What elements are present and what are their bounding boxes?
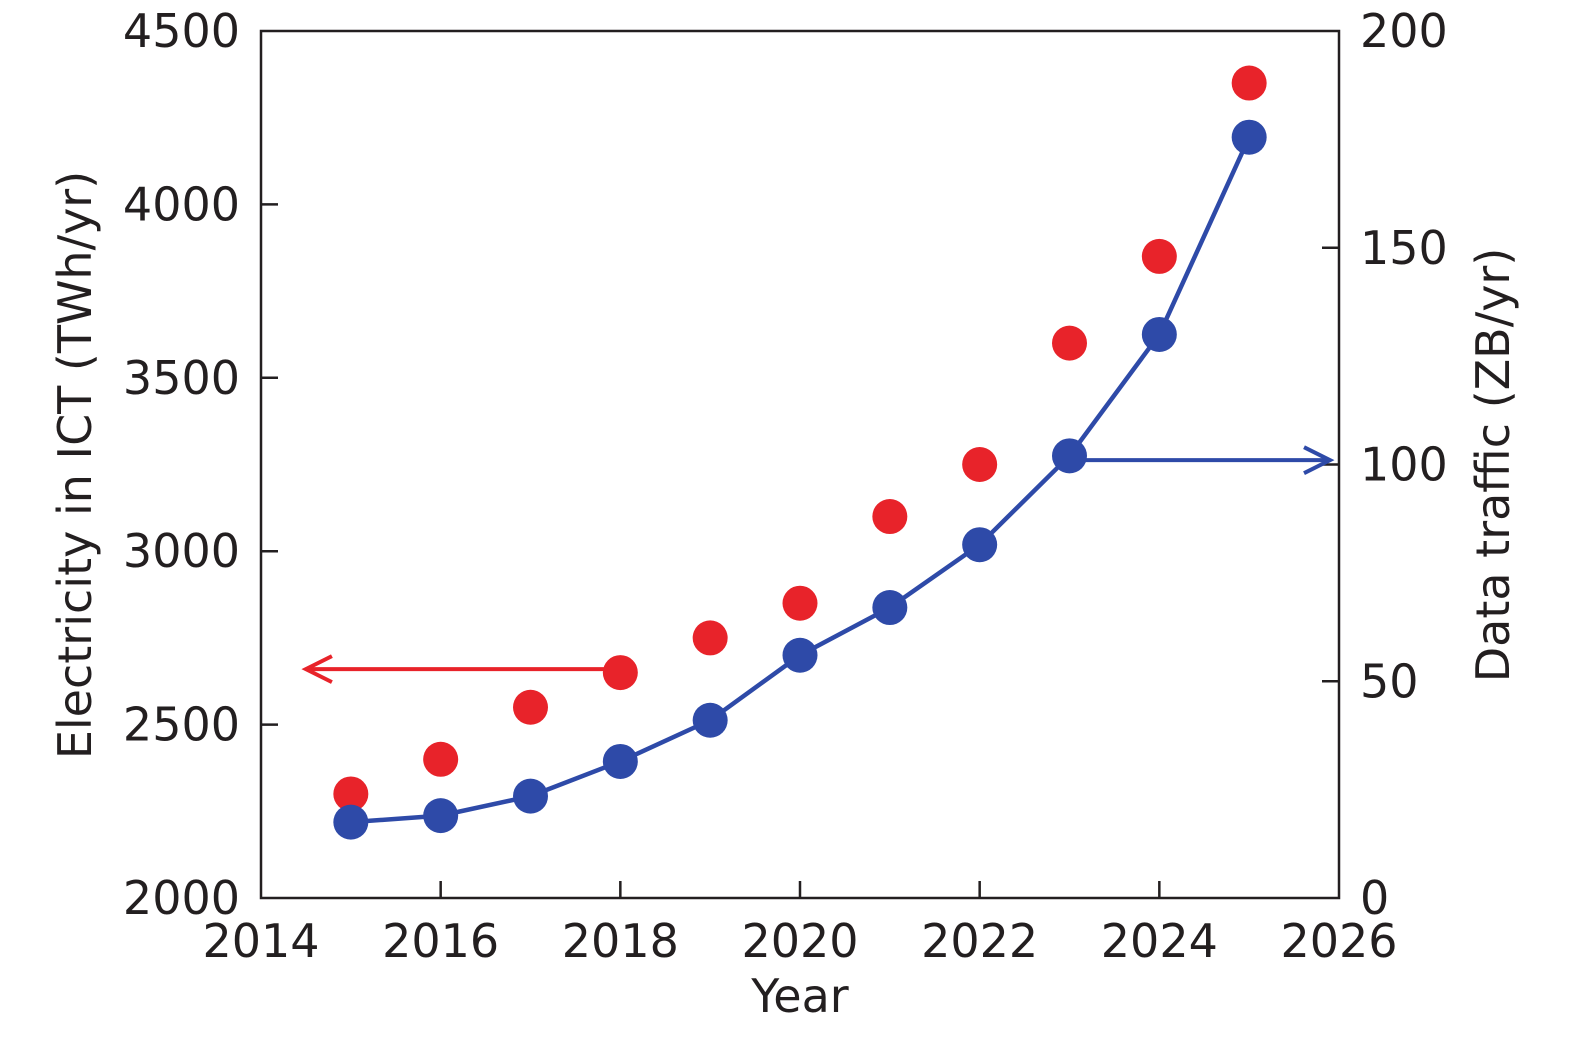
series-1-point xyxy=(1052,438,1087,474)
x-tick-label: 2022 xyxy=(921,914,1038,968)
series-1-point xyxy=(602,743,638,779)
x-tick-label: 2016 xyxy=(382,914,499,968)
y-right-tick-label: 150 xyxy=(1360,221,1448,275)
y-right-tick-label: 0 xyxy=(1360,871,1389,925)
y-left-tick-label: 4000 xyxy=(123,177,240,231)
series-0-point xyxy=(872,499,908,535)
series-0-point xyxy=(333,776,369,812)
series-0-point xyxy=(423,741,459,777)
series-1-point xyxy=(1141,316,1177,352)
y-left-tick-label: 3500 xyxy=(123,351,240,405)
series-1-point xyxy=(423,798,459,834)
plot-frame xyxy=(259,29,1341,900)
series-0-point xyxy=(692,620,728,656)
x-axis-title: Year xyxy=(750,969,848,1023)
series-0-point xyxy=(782,585,818,621)
y-right-tick-label: 200 xyxy=(1360,4,1448,58)
y-left-tick-label: 4500 xyxy=(123,4,240,58)
series-1-line xyxy=(350,136,1252,825)
y-axis-right-title: Data traffic (ZB/yr) xyxy=(1466,248,1520,683)
series-1-point xyxy=(333,804,369,840)
arrow-left-head xyxy=(301,654,333,684)
x-tick-label: 2018 xyxy=(562,914,679,968)
series-1-point xyxy=(872,590,908,626)
series-0-point xyxy=(1231,65,1267,101)
y-right-tick-label: 100 xyxy=(1360,438,1448,492)
arrow-right-head xyxy=(1303,445,1335,475)
x-tick-label: 2024 xyxy=(1101,914,1218,968)
series-0-point xyxy=(1141,238,1177,274)
y-right-tick-label: 50 xyxy=(1360,654,1419,708)
series-1-point xyxy=(962,527,998,563)
y-left-tick-label: 2000 xyxy=(123,871,240,925)
y-left-tick-label: 3000 xyxy=(123,524,240,578)
series-0-point xyxy=(962,447,998,482)
series-1-point xyxy=(692,702,728,738)
x-tick-label: 2014 xyxy=(202,914,319,968)
y-axis-left-title: Electricity in ICT (TWh/yr) xyxy=(48,171,102,759)
series-1-point xyxy=(1231,119,1267,155)
series-0-point xyxy=(1052,325,1087,361)
series-0-point xyxy=(602,655,638,691)
series-1-point xyxy=(782,637,818,673)
y-left-tick-label: 2500 xyxy=(123,698,240,752)
x-tick-label: 2026 xyxy=(1280,914,1397,968)
x-tick-label: 2020 xyxy=(741,914,858,968)
series-1-point xyxy=(513,778,548,814)
series-0-point xyxy=(513,689,548,725)
